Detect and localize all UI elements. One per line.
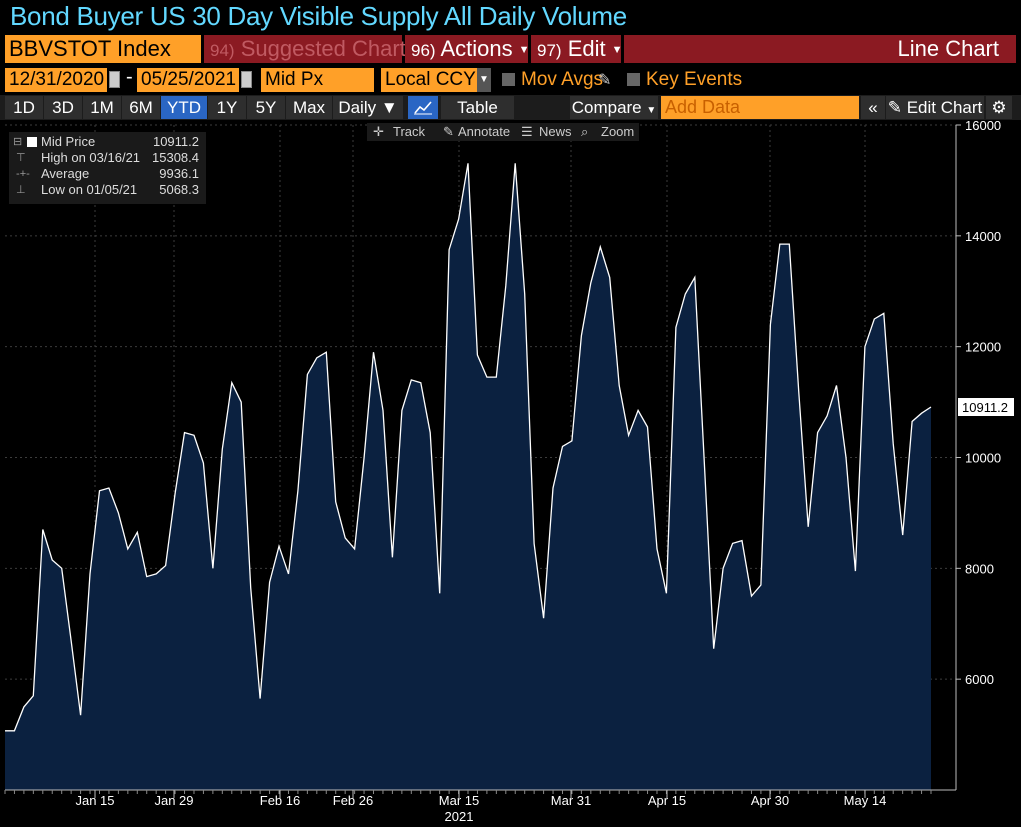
y-tick-label: 8000: [965, 561, 994, 576]
calendar-icon[interactable]: [109, 71, 120, 88]
actions-label: Actions: [440, 36, 513, 61]
start-date-field[interactable]: 12/31/2020: [5, 68, 107, 92]
range-5y[interactable]: 5Y: [247, 96, 285, 119]
x-year-label: 2021: [445, 809, 474, 824]
legend-avg-label: Average: [41, 166, 90, 181]
legend-mid-value: 10911.2: [152, 134, 199, 149]
chart-tools: ✛ Track ✎ Annotate ☰ News ⌕ Zoom: [367, 123, 639, 141]
compare-dropdown[interactable]: Compare ▼: [570, 96, 658, 119]
suggested-number: 94): [210, 41, 235, 60]
average-marker-icon: -+-: [13, 168, 30, 180]
compare-label: Compare: [571, 98, 642, 117]
line-chart-icon[interactable]: [408, 96, 438, 119]
chevron-down-icon: ▼: [646, 105, 657, 116]
x-tick-label: Feb 26: [333, 793, 373, 808]
last-value-marker: 10911.2: [958, 398, 1014, 417]
news-icon[interactable]: ☰: [521, 124, 533, 139]
series-swatch: [27, 137, 37, 147]
pencil-icon: ✎: [887, 98, 902, 117]
range-ytd[interactable]: YTD: [161, 96, 207, 119]
chart-type-bar: [624, 35, 1016, 63]
suggested-charts-button[interactable]: 94) Suggested Charts: [204, 35, 417, 63]
currency-selector[interactable]: Local CCY: [381, 68, 477, 92]
edit-chart-button[interactable]: ✎ Edit Chart: [886, 96, 984, 119]
track-icon[interactable]: ✛: [373, 124, 384, 139]
edit-label: Edit: [567, 36, 606, 61]
zoom-icon[interactable]: ⌕: [581, 124, 589, 139]
collapse-minus-icon[interactable]: ⊟: [13, 136, 23, 148]
mov-avgs-checkbox[interactable]: [502, 73, 515, 86]
range-1y[interactable]: 1Y: [208, 96, 246, 119]
y-tick-label: 14000: [965, 229, 1001, 244]
y-tick-label: 16000: [965, 118, 1001, 133]
range-max[interactable]: Max: [286, 96, 332, 119]
low-marker-icon: ⊥: [13, 184, 26, 196]
zoom-button[interactable]: Zoom: [601, 124, 635, 139]
actions-button[interactable]: 96) Actions ▼: [405, 35, 530, 63]
chevron-down-icon: ▼: [380, 98, 398, 117]
y-tick-label: 10000: [965, 451, 1001, 466]
key-events-checkbox[interactable]: [627, 73, 640, 86]
chevron-down-icon: ▼: [518, 44, 530, 57]
high-marker-icon: ⊤: [13, 152, 26, 164]
table-button[interactable]: Table: [441, 96, 514, 119]
x-tick-label: Jan 15: [75, 793, 114, 808]
area-fill: [5, 163, 931, 791]
x-tick-label: Apr 30: [751, 793, 789, 808]
last-value-box: [958, 398, 1014, 417]
chart-type-label[interactable]: Line Chart: [897, 36, 999, 61]
legend-high-label: High on 03/16/21: [41, 150, 141, 165]
period-dropdown[interactable]: Daily ▼: [333, 96, 403, 119]
legend-mid-label: Mid Price: [41, 134, 96, 149]
key-events-label: Key Events: [646, 69, 743, 90]
range-1m[interactable]: 1M: [83, 96, 121, 119]
legend: ⊟ Mid Price 10911.2 ⊤ High on 03/16/21 15308…: [9, 132, 206, 204]
range-1d[interactable]: 1D: [5, 96, 43, 119]
legend-high-value: 15308.4: [152, 150, 199, 165]
chevron-down-icon: ▼: [611, 44, 623, 57]
ticker-field[interactable]: BBVSTOT Index: [5, 35, 201, 63]
annotate-icon[interactable]: ✎: [443, 124, 454, 139]
x-tick-label: Feb 16: [260, 793, 300, 808]
mov-avgs-label: Mov Avgs: [521, 69, 604, 90]
range-6m[interactable]: 6M: [122, 96, 160, 119]
gear-icon[interactable]: ⚙: [986, 96, 1012, 119]
legend-low-label: Low on 01/05/21: [41, 182, 138, 197]
x-tick-label: Apr 15: [648, 793, 686, 808]
field-selector[interactable]: Mid Px: [261, 68, 374, 92]
legend-low-value: 5068.3: [159, 182, 199, 197]
end-date-field[interactable]: 05/25/2021: [137, 68, 239, 92]
actions-number: 96): [411, 41, 436, 60]
x-tick-label: May 14: [844, 793, 887, 808]
range-3d[interactable]: 3D: [44, 96, 82, 119]
x-tick-label: Jan 29: [154, 793, 193, 808]
line-chart-glyph: [414, 101, 432, 115]
legend-avg-value: 9936.1: [159, 166, 199, 181]
date-dash: -: [126, 66, 133, 88]
x-axis: Jan 15 Jan 29 Feb 16 Feb 26 Mar 15 Mar 31 Apr …: [4, 789, 956, 824]
y-axis: 6000 8000 10000 12000 14000 16000: [955, 118, 1001, 790]
add-data-input[interactable]: Add Data: [661, 96, 859, 119]
series-line: [5, 163, 932, 732]
track-button[interactable]: Track: [393, 124, 426, 139]
suggested-label: Suggested Charts: [240, 36, 417, 61]
y-tick-label: 6000: [965, 672, 994, 687]
calendar-icon[interactable]: [241, 71, 252, 88]
y-tick-label: 12000: [965, 340, 1001, 355]
news-button[interactable]: News: [539, 124, 572, 139]
edit-button[interactable]: 97) Edit ▼: [531, 35, 623, 63]
x-tick-label: Mar 31: [551, 793, 591, 808]
collapse-icon[interactable]: «: [861, 96, 885, 119]
chevron-down-icon[interactable]: ▼: [477, 68, 491, 92]
period-label: Daily: [338, 98, 377, 117]
x-tick-label: Mar 15: [439, 793, 479, 808]
edit-chart-label: Edit Chart: [906, 98, 983, 117]
pencil-icon[interactable]: ✎: [598, 72, 612, 89]
edit-number: 97): [537, 41, 562, 60]
annotate-button[interactable]: Annotate: [458, 124, 511, 139]
last-value-label: 10911.2: [962, 400, 1008, 415]
chart-title: Bond Buyer US 30 Day Visible Supply All …: [10, 1, 627, 31]
